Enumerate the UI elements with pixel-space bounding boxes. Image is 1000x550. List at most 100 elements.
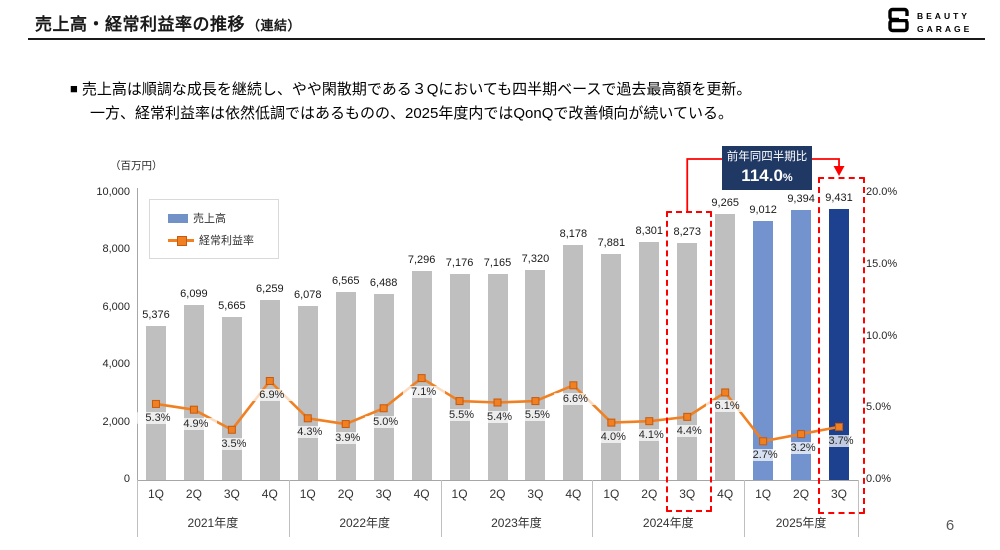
company-logo: BEAUTY GARAGE <box>886 7 972 38</box>
x-axis-quarter-label: 4Q <box>261 487 278 501</box>
page-title-suffix: （連結） <box>247 18 302 33</box>
left-axis-unit-label: （百万円） <box>110 160 163 172</box>
bar-売上高-6 <box>373 293 394 480</box>
bar-売上高-9 <box>487 274 508 480</box>
bullet-icon: ■ <box>70 81 78 96</box>
pct-value-label: 5.4% <box>478 410 521 423</box>
bar-売上高-4 <box>297 305 318 480</box>
x-axis-quarter-label: 1Q <box>147 487 164 501</box>
axis-group-separator <box>288 480 290 537</box>
pct-value-label: 5.3% <box>136 411 179 424</box>
chart-legend: 売上高 経常利益率 <box>149 199 279 259</box>
bar-売上高-2 <box>221 317 242 480</box>
bar-value-label: 6,565 <box>331 274 360 287</box>
x-axis-quarter-label: 3Q <box>831 487 848 501</box>
highlight-box-prev-year <box>666 211 713 512</box>
bar-value-label: 9,012 <box>749 204 777 217</box>
right-axis-tick: 10.0% <box>866 329 898 342</box>
axis-group-separator <box>744 480 746 537</box>
profit-legend-marker-icon <box>168 235 194 246</box>
x-axis-quarter-label: 2Q <box>337 487 354 501</box>
x-axis-quarter-label: 3Q <box>527 487 544 501</box>
summary-line-1: ■ 売上高は順調な成長を継続し、やや閑散期である３Qにおいても四半期ベースで過去最… <box>70 81 752 98</box>
bar-売上高-7 <box>411 270 432 480</box>
pct-value-label: 7.1% <box>402 386 445 399</box>
bar-売上高-12 <box>601 253 622 480</box>
x-axis-quarter-label: 4Q <box>717 487 734 501</box>
bar-売上高-0 <box>145 325 166 480</box>
left-axis-tick: 8,000 <box>102 243 130 256</box>
bar-value-label: 5,665 <box>218 300 246 313</box>
header-divider <box>28 38 985 40</box>
x-axis-quarter-label: 3Q <box>223 487 240 501</box>
bar-売上高-16 <box>753 221 774 480</box>
pct-value-label: 5.5% <box>516 409 559 422</box>
legend-sales-label: 売上高 <box>193 213 226 225</box>
sales-legend-swatch <box>168 213 188 223</box>
beauty-garage-logo-icon <box>886 7 912 38</box>
bar-value-label: 6,259 <box>256 283 284 296</box>
right-axis-tick: 20.0% <box>866 186 898 198</box>
bar-value-label: 6,099 <box>180 287 208 300</box>
x-axis-line <box>137 480 858 481</box>
yoy-callout-value: 114.0% <box>741 165 793 185</box>
axis-group-separator <box>592 480 594 537</box>
bar-value-label: 7,176 <box>445 257 474 270</box>
bar-value-label: 6,078 <box>293 288 322 301</box>
axis-group-separator <box>137 480 138 537</box>
bar-value-label: 5,376 <box>142 308 170 321</box>
bar-value-label: 8,273 <box>673 225 701 238</box>
summary-line-2: 一方、経常利益率は依然低調ではあるものの、2025年度内ではQonQで改善傾向が… <box>90 105 733 122</box>
pct-value-label: 5.5% <box>440 409 483 422</box>
page-title: 売上高・経常利益率の推移 （連結） <box>35 10 301 35</box>
bar-売上高-11 <box>563 245 584 480</box>
logo-text: BEAUTY GARAGE <box>917 10 972 35</box>
bar-value-label: 7,296 <box>407 253 436 266</box>
x-axis-quarter-label: 2Q <box>641 487 658 501</box>
x-axis-quarter-label: 4Q <box>413 487 430 501</box>
bar-売上高-8 <box>449 274 470 480</box>
page-title-text: 売上高・経常利益率の推移 <box>35 15 245 34</box>
left-axis-tick: 6,000 <box>102 300 130 313</box>
bar-value-label: 8,178 <box>559 228 588 241</box>
left-axis-tick: 0 <box>123 473 130 485</box>
pct-value-label: 3.5% <box>212 437 255 450</box>
pct-value-label: 4.3% <box>288 426 331 439</box>
pct-value-label: 6.1% <box>706 400 749 413</box>
x-axis-quarter-label: 1Q <box>755 487 772 501</box>
left-axis-tick: 10,000 <box>96 186 130 198</box>
x-axis-quarter-label: 1Q <box>603 487 620 501</box>
legend-item-profit-ratio: 経常利益率 <box>168 229 278 251</box>
yoy-callout-label: 前年同四半期比 <box>726 151 808 164</box>
x-axis-quarter-label: 2Q <box>489 487 506 501</box>
x-axis-year-label: 2025年度 <box>775 516 827 530</box>
highlight-box-current <box>817 177 865 514</box>
x-axis-quarter-label: 1Q <box>299 487 316 501</box>
x-axis-quarter-label: 1Q <box>451 487 468 501</box>
pct-value-label: 5.0% <box>364 416 407 429</box>
yoy-callout: 前年同四半期比 114.0% <box>722 146 812 190</box>
pct-value-label: 2.7% <box>744 449 787 462</box>
x-axis-quarter-label: 3Q <box>679 487 696 501</box>
x-axis-year-label: 2023年度 <box>491 516 542 530</box>
bar-value-label: 7,165 <box>483 257 512 270</box>
page-number: 6 <box>945 517 955 534</box>
bar-売上高-13 <box>639 241 660 480</box>
logo-line-2: GARAGE <box>917 23 973 34</box>
pct-value-label: 3.9% <box>326 432 369 445</box>
pct-value-label: 3.2% <box>782 442 825 455</box>
x-axis-year-label: 2021年度 <box>187 516 239 530</box>
bar-売上高-10 <box>525 269 546 480</box>
x-axis-quarter-label: 3Q <box>375 487 392 501</box>
x-axis-quarter-label: 2Q <box>793 487 810 501</box>
legend-profit-label: 経常利益率 <box>199 235 254 247</box>
right-axis-tick: 0.0% <box>866 473 892 485</box>
bar-売上高-5 <box>335 291 356 480</box>
bar-売上高-15 <box>715 214 736 480</box>
bar-value-label: 7,320 <box>521 252 550 265</box>
bar-value-label: 6,488 <box>369 276 398 289</box>
bar-売上高-17 <box>791 210 812 480</box>
legend-item-sales: 売上高 <box>168 207 278 229</box>
x-axis-year-label: 2022年度 <box>339 516 391 530</box>
